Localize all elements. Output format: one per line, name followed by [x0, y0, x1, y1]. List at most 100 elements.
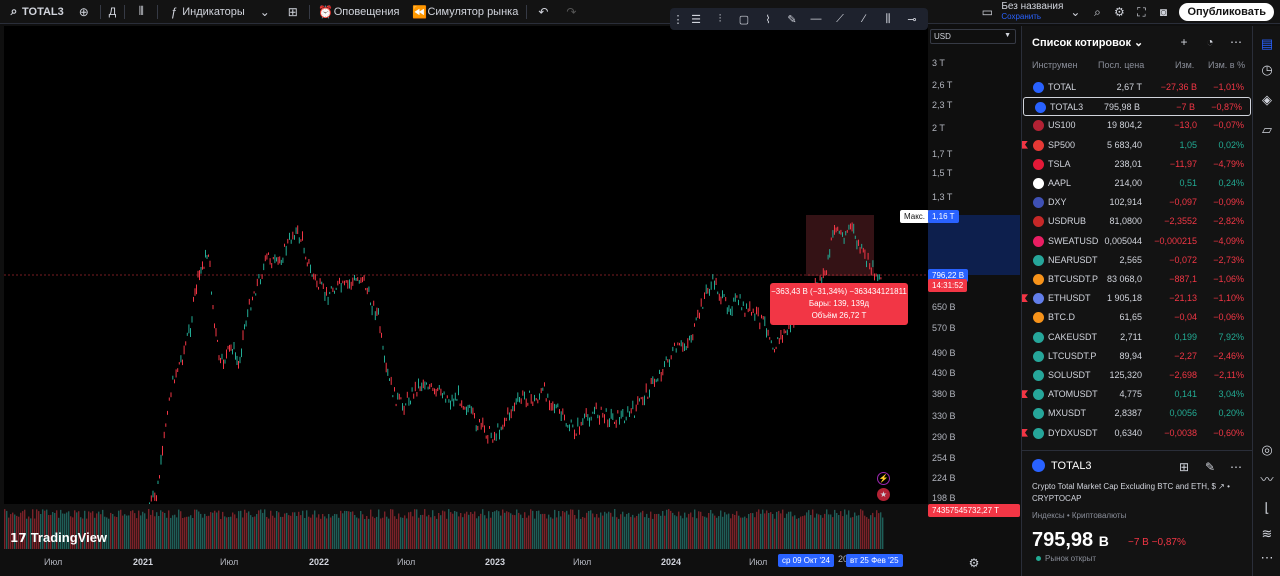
watchlist-row[interactable]: AAPL 214,00 0,51 0,24% — [1022, 174, 1252, 193]
chart-type-button[interactable]: ⫴ — [127, 0, 155, 24]
alerts-button[interactable]: ⏰ Оповещения — [312, 0, 406, 24]
volume-bar — [398, 513, 400, 549]
waves-icon[interactable]: ≋ — [1261, 526, 1273, 541]
fib-icon[interactable]: ⫶ — [718, 12, 722, 25]
currency-select[interactable]: USD ▼ — [930, 29, 1016, 44]
watchlist-row[interactable]: MXUSDT 2,8387 0,0056 0,20% — [1022, 404, 1252, 423]
edit-icon[interactable]: ✎ — [1204, 460, 1216, 474]
volume-bar — [830, 514, 832, 549]
rectangle-icon[interactable]: ▢ — [738, 13, 750, 26]
camera-icon[interactable]: ◙ — [1159, 5, 1168, 19]
us-flag-icon[interactable]: ★ — [877, 488, 890, 501]
row-symbol: NEARUSDT — [1048, 254, 1098, 265]
watchlist-title[interactable]: Список котировок ⌄ — [1032, 36, 1143, 49]
pie-icon[interactable]: ◔ — [1206, 35, 1214, 49]
volume-bar — [422, 514, 424, 549]
pitchfork-icon[interactable]: ☰ — [691, 13, 701, 26]
volume-bar — [212, 512, 214, 549]
watchlist-row[interactable]: CAKEUSDT 2,711 0,199 7,92% — [1022, 328, 1252, 347]
watchlist-row[interactable]: ATOMUSDT 4,775 0,141 3,04% — [1022, 385, 1252, 404]
bars-pattern-icon[interactable]: ⫼ — [885, 12, 891, 25]
layout-name[interactable]: Без названия Сохранить — [1001, 2, 1063, 22]
watchlist-row[interactable]: US100 19 804,2 −13,0 −0,07% — [1022, 116, 1252, 135]
volume-bar — [774, 518, 776, 549]
watchlist-row[interactable]: TSLA 238,01 −11,97 −4,79% — [1022, 155, 1252, 174]
candle — [277, 256, 279, 265]
watchlist-row[interactable]: SOLUSDT 125,320 −2,698 −2,11% — [1022, 366, 1252, 385]
trend-line-icon[interactable]: ⟋ — [836, 12, 844, 25]
layout-icon[interactable]: ▭ — [981, 5, 993, 19]
lightning-icon[interactable]: ⚡ — [877, 472, 890, 485]
dots-icon[interactable]: ⋯ — [1260, 550, 1274, 565]
publish-button[interactable]: Опубликовать — [1179, 3, 1274, 21]
grid-icon[interactable]: ⊞ — [1178, 460, 1190, 474]
horizontal-line-icon[interactable]: — — [810, 13, 822, 25]
volume-bar — [416, 509, 418, 549]
flag-icon[interactable] — [1022, 294, 1028, 303]
volume-bar — [18, 516, 20, 549]
watchlist-row[interactable]: DYDXUSDT 0,6340 −0,0038 −0,60% — [1022, 424, 1252, 443]
search-icon[interactable]: ⌕ — [1094, 4, 1101, 19]
volume-bar — [566, 510, 568, 549]
flag-icon[interactable] — [1022, 428, 1028, 437]
layout-grid-button[interactable]: ⊞ — [279, 0, 307, 24]
watchlist-row[interactable]: NEARUSDT 2,565 −0,072 −2,73% — [1022, 251, 1252, 270]
candle — [464, 406, 466, 410]
chart-pane[interactable] — [4, 26, 928, 506]
brush-icon[interactable]: ✎ — [787, 13, 797, 26]
gear-icon[interactable]: ⚙ — [1114, 5, 1125, 19]
chat-icon[interactable]: ▱ — [1262, 122, 1272, 137]
gear-icon[interactable]: ⚙ — [968, 556, 980, 570]
watchlist-row[interactable]: BTC.D 61,65 −0,04 −0,06% — [1022, 308, 1252, 327]
col-header-change-pct[interactable]: Изм. в % — [1208, 60, 1246, 70]
col-header-change[interactable]: Изм. — [1175, 60, 1195, 70]
flag-icon[interactable] — [1022, 390, 1028, 399]
plus-icon[interactable]: + — [1180, 35, 1188, 49]
time-axis[interactable]: Июл 2021 Июл 2022 Июл 2023 Июл 2024 Июл … — [0, 552, 1020, 576]
watchlist-row[interactable]: LTCUSDT.P 89,94 −2,27 −2,46% — [1022, 347, 1252, 366]
replay-button[interactable]: ⏪ Симулятор рынка — [405, 0, 524, 24]
undo-button[interactable]: ↶ — [529, 0, 557, 24]
watchlist-row[interactable]: TOTAL3 795,98 B −7 B −0,87% — [1023, 97, 1251, 117]
compass-icon[interactable]: ◎ — [1261, 442, 1273, 457]
watchlist-row[interactable]: SWEATUSD 0,005044 −0,000215 −4,09% — [1022, 232, 1252, 251]
redo-button[interactable]: ↷ — [557, 0, 585, 24]
compare-button[interactable]: ⊕ — [70, 0, 98, 24]
more-icon[interactable]: ⋯ — [1230, 35, 1242, 49]
path-icon[interactable]: ⌇ — [765, 13, 771, 26]
watchlist-row[interactable]: BTCUSDT.P 83 068,0 −887,1 −1,06% — [1022, 270, 1252, 289]
alarm-icon[interactable]: ◷ — [1261, 62, 1273, 77]
ray-icon[interactable]: ∕ — [863, 13, 865, 25]
horizontal-ray-icon[interactable]: ⊸ — [907, 13, 917, 26]
candle — [754, 313, 756, 321]
drag-handle-icon[interactable]: ⋮ — [672, 13, 684, 26]
col-header-symbol[interactable]: Инструмен — [1032, 60, 1078, 70]
watchlist-row[interactable]: SP500 5 683,40 1,05 0,02% — [1022, 136, 1252, 155]
watchlist-row[interactable]: TOTAL 2,67 T −27,36 B −1,01% — [1022, 78, 1252, 97]
watchlist-row[interactable]: ETHUSDT 1 905,18 −21,13 −1,10% — [1022, 289, 1252, 308]
price-axis[interactable]: 3 T2,6 T2,3 T2 T1,7 T1,5 T1,3 T990 B870 … — [900, 26, 1020, 552]
watchlist-icon[interactable]: ▤ — [1260, 36, 1274, 51]
candle — [866, 260, 867, 268]
chevron-down-icon[interactable]: ⌄ — [1070, 5, 1081, 19]
detail-symbol[interactable]: TOTAL3 — [1032, 459, 1092, 472]
indicators-button[interactable]: ƒ Индикаторы — [160, 0, 251, 24]
fullscreen-icon[interactable]: ⛶ — [1137, 4, 1146, 19]
layers-icon[interactable]: ◈ — [1262, 92, 1272, 107]
external-link-icon[interactable]: ↗ — [1218, 482, 1225, 491]
interval-button[interactable]: Д — [108, 5, 117, 18]
col-header-last[interactable]: Посл. цена — [1098, 60, 1145, 70]
symbol-search[interactable]: ⌕ TOTAL3 — [0, 0, 70, 24]
candle — [414, 381, 416, 392]
templates-button[interactable]: ⌄ — [251, 0, 279, 24]
volume-bar — [604, 511, 606, 549]
candle — [157, 480, 159, 484]
volume-bar — [230, 516, 232, 549]
flag-icon[interactable] — [1022, 140, 1028, 149]
pulse-icon[interactable]: 〰 — [1260, 471, 1274, 487]
more-icon[interactable]: ⋯ — [1230, 460, 1242, 474]
volume-bar — [692, 517, 694, 549]
chart-line-icon[interactable]: ⌊ — [1264, 500, 1270, 515]
watchlist-row[interactable]: DXY 102,914 −0,097 −0,09% — [1022, 193, 1252, 212]
watchlist-row[interactable]: USDRUB 81,0800 −2,3552 −2,82% — [1022, 212, 1252, 231]
